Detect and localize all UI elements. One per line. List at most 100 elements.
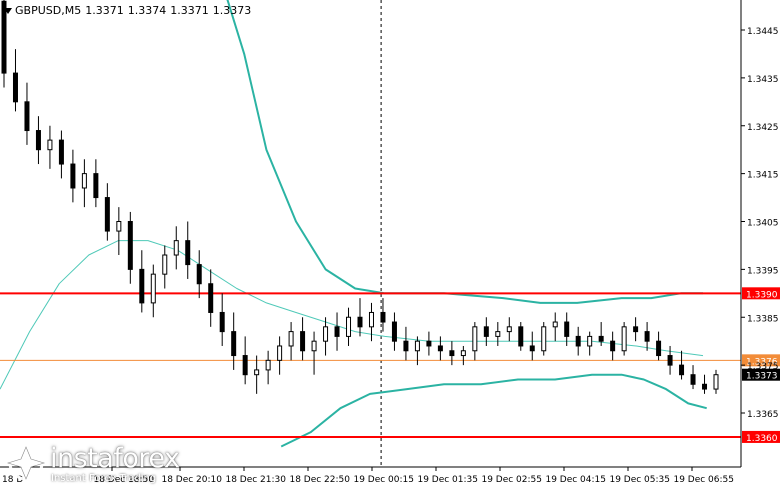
candle	[242, 336, 248, 385]
candle	[713, 369, 719, 394]
candle	[346, 307, 352, 346]
candle	[598, 322, 604, 346]
candle	[702, 374, 708, 394]
candle	[679, 350, 685, 380]
candle-body	[58, 139, 64, 165]
candle-body	[449, 350, 455, 357]
candle-body	[24, 101, 30, 132]
candle	[24, 82, 30, 145]
candle	[334, 312, 340, 351]
candle	[116, 207, 122, 256]
candle	[58, 130, 64, 179]
candle-body	[173, 240, 179, 256]
candle	[93, 159, 99, 208]
current-price-label: 1.3373	[746, 372, 778, 382]
candle-body	[598, 335, 604, 342]
y-tick-label: 1.3375	[747, 362, 779, 372]
candle-body	[621, 326, 627, 352]
candle	[414, 336, 420, 366]
candle-body	[196, 264, 202, 285]
candle	[70, 149, 76, 203]
candle-body	[529, 345, 535, 352]
candle-body	[552, 321, 558, 328]
candle	[47, 125, 53, 169]
candle-body	[185, 240, 191, 266]
x-tick-label: 18 Dec 22:50	[289, 475, 350, 485]
candle-body	[357, 316, 363, 328]
candle	[621, 322, 627, 356]
candle	[323, 317, 329, 356]
candle	[460, 345, 466, 366]
candle-body	[368, 311, 374, 328]
candle-body	[242, 355, 248, 376]
candle	[403, 326, 409, 361]
candle	[139, 250, 145, 313]
candle-body	[403, 340, 409, 352]
candle-body	[12, 72, 18, 103]
candle-body	[495, 331, 501, 337]
y-tick-label: 1.3385	[747, 314, 779, 324]
candle-body	[667, 355, 673, 366]
low-value: 1.3371	[170, 4, 209, 17]
candle-body	[288, 331, 294, 347]
candle-body	[437, 345, 443, 352]
level-label-bg-1.3376	[742, 354, 780, 367]
candle-body	[633, 326, 639, 333]
candle	[231, 312, 237, 370]
candle	[529, 331, 535, 361]
x-tick-label: 18 Dec 20:10	[161, 475, 222, 485]
candle-body	[219, 311, 225, 333]
level-label-1.3390: 1.3390	[746, 290, 778, 300]
candle	[162, 245, 168, 289]
x-tick-label-partial: 18 D	[2, 475, 23, 485]
candle-body	[208, 283, 214, 313]
candle	[150, 264, 156, 318]
candle	[311, 331, 317, 375]
candle-body	[472, 326, 478, 352]
candle-body	[323, 326, 329, 342]
candle-body	[564, 321, 570, 337]
candle-body	[300, 331, 306, 352]
candle	[610, 331, 616, 361]
candle-body	[104, 197, 110, 232]
candle	[277, 336, 283, 375]
candle-body	[391, 321, 397, 342]
candle-body	[162, 254, 168, 275]
y-tick-label: 1.3365	[747, 410, 779, 420]
x-tick-label: 19 Dec 01:35	[417, 475, 478, 485]
candle-body	[47, 139, 53, 151]
candle-body	[93, 173, 99, 199]
candle	[690, 365, 696, 390]
y-tick-label: 1.3445	[747, 27, 779, 37]
y-tick-label: 1.3395	[747, 266, 779, 276]
high-value: 1.3374	[127, 4, 167, 17]
watermark-brand: instaforex	[50, 443, 180, 474]
candle	[667, 345, 673, 375]
candle	[300, 317, 306, 361]
candle	[380, 298, 386, 332]
candle	[449, 341, 455, 366]
symbol-label: GBPUSD,M5	[15, 4, 82, 17]
candle	[552, 312, 558, 342]
candle	[368, 302, 374, 342]
level-label-1.3360: 1.3360	[746, 434, 778, 444]
candle	[391, 312, 397, 351]
chart-header: GBPUSD,M5 1.3371 1.3374 1.3371 1.3373	[4, 4, 255, 17]
level-label-bg-1.3390	[742, 287, 780, 300]
candle-body	[380, 311, 386, 323]
candle-body	[334, 326, 340, 337]
dropdown-triangle-icon[interactable]	[4, 8, 12, 14]
candle-body	[231, 331, 237, 357]
candle-body	[713, 374, 719, 390]
candle	[35, 116, 41, 165]
candle	[208, 269, 214, 327]
candle	[495, 322, 501, 346]
x-tick-label: 19 Dec 06:55	[673, 475, 734, 485]
candle	[12, 49, 18, 112]
candle	[587, 331, 593, 356]
candle	[437, 336, 443, 361]
candle-body	[127, 221, 133, 270]
x-tick-label: 19 Dec 02:55	[481, 475, 542, 485]
